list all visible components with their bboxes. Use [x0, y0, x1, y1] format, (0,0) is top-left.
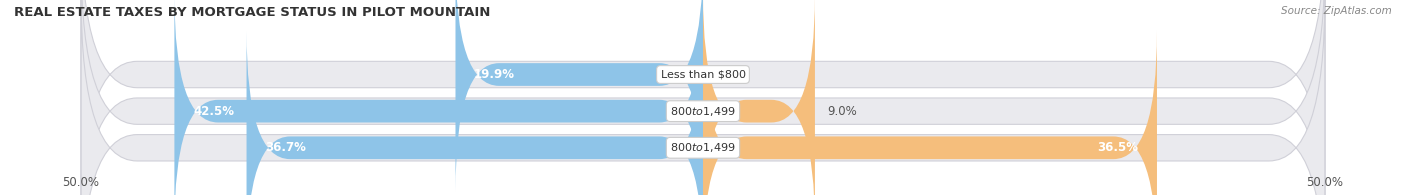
- Text: 36.5%: 36.5%: [1097, 141, 1139, 154]
- FancyBboxPatch shape: [246, 31, 703, 195]
- Text: REAL ESTATE TAXES BY MORTGAGE STATUS IN PILOT MOUNTAIN: REAL ESTATE TAXES BY MORTGAGE STATUS IN …: [14, 6, 491, 19]
- FancyBboxPatch shape: [703, 31, 1157, 195]
- Text: 0.0%: 0.0%: [716, 68, 745, 81]
- FancyBboxPatch shape: [82, 0, 1324, 195]
- Text: $800 to $1,499: $800 to $1,499: [671, 141, 735, 154]
- FancyBboxPatch shape: [82, 0, 1324, 195]
- Text: $800 to $1,499: $800 to $1,499: [671, 105, 735, 118]
- FancyBboxPatch shape: [456, 0, 703, 191]
- Text: Source: ZipAtlas.com: Source: ZipAtlas.com: [1281, 6, 1392, 16]
- FancyBboxPatch shape: [703, 0, 815, 195]
- Text: Less than $800: Less than $800: [661, 69, 745, 80]
- FancyBboxPatch shape: [174, 0, 703, 195]
- Text: 19.9%: 19.9%: [474, 68, 515, 81]
- Text: 36.7%: 36.7%: [266, 141, 307, 154]
- Text: 9.0%: 9.0%: [827, 105, 858, 118]
- FancyBboxPatch shape: [82, 0, 1324, 195]
- Text: 42.5%: 42.5%: [193, 105, 233, 118]
